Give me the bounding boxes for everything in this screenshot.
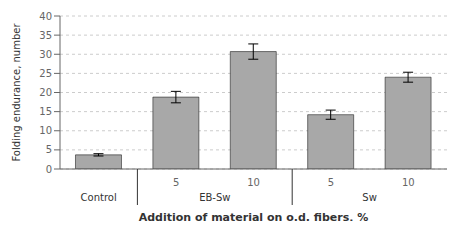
svg-text:Addition of material on o.d. f: Addition of material on o.d. fibers, % <box>139 211 369 221</box>
svg-text:10: 10 <box>402 177 415 188</box>
svg-text:35: 35 <box>39 30 52 41</box>
svg-text:15: 15 <box>39 106 52 117</box>
svg-text:Control: Control <box>81 192 117 203</box>
svg-text:Folding endurance, number: Folding endurance, number <box>11 23 22 162</box>
svg-text:30: 30 <box>39 49 52 60</box>
svg-text:EB-Sw: EB-Sw <box>199 192 230 203</box>
svg-text:5: 5 <box>46 144 52 155</box>
svg-text:Sw: Sw <box>362 192 377 203</box>
svg-text:40: 40 <box>39 11 52 22</box>
svg-text:10: 10 <box>247 177 260 188</box>
svg-text:0: 0 <box>46 164 52 175</box>
svg-text:20: 20 <box>39 87 52 98</box>
svg-text:25: 25 <box>39 68 52 79</box>
svg-text:5: 5 <box>328 177 334 188</box>
svg-text:10: 10 <box>39 125 52 136</box>
svg-text:5: 5 <box>173 177 179 188</box>
